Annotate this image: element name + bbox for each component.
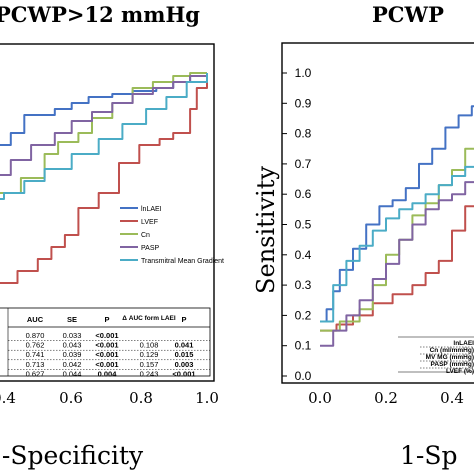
series-line-lvef	[0, 73, 208, 284]
right-x-tick: 0.2	[374, 389, 398, 407]
table-cell: 0.041	[175, 341, 194, 350]
table-cell: <0.001	[95, 331, 118, 340]
table-cell: 0.157	[140, 360, 159, 369]
left-series-group	[0, 72, 208, 284]
table-cell: <0.001	[172, 369, 195, 378]
right-y-tick-label: 0.9	[295, 96, 312, 110]
left-x-tick: 0.4	[0, 389, 16, 407]
table-header-p2: P	[181, 315, 186, 324]
right-y-axis-label: Sensitivity	[252, 166, 280, 294]
table-header-auc: AUC	[27, 315, 44, 324]
table-cell: <0.001	[95, 360, 118, 369]
right-series-group	[320, 105, 474, 347]
right-y-tick-label: 0.2	[295, 308, 312, 322]
right-y-tick-label: 0.3	[295, 278, 312, 292]
legend-label-cn: Cn	[141, 232, 150, 239]
right-table-bg	[398, 336, 474, 374]
series-line-cn	[0, 72, 207, 194]
right-y-tick-label: 0.8	[295, 127, 312, 141]
table-header-se: SE	[67, 315, 77, 324]
right-table-row-label: LVEF (%)	[446, 368, 474, 375]
table-cell: 0.741	[26, 350, 45, 359]
table-cell: 0.870	[26, 331, 45, 340]
right-x-axis-label: 1-Sp	[400, 441, 457, 470]
table-cell: 0.003	[175, 360, 194, 369]
table-cell: 0.108	[140, 341, 159, 350]
series-line-pasp	[320, 181, 474, 347]
left-x-tick: 0.6	[59, 389, 83, 407]
table-rows: 0.870 0.033 <0.001 0.762 0.043 <0.001 0.108 0.0…	[8, 331, 210, 378]
table-cell: 0.042	[63, 360, 82, 369]
table-cell: <0.001	[95, 341, 118, 350]
right-y-tick-label: 0.1	[295, 339, 312, 353]
table-cell: <0.001	[95, 350, 118, 359]
right-x-tick: 0.4	[440, 389, 464, 407]
table-cell: 0.243	[140, 369, 159, 378]
legend-label-lnlaei: lnLAEI	[141, 206, 162, 213]
right-y-tick-label: 0.4	[295, 248, 312, 262]
right-table-row-label: PASP (mmHg)	[431, 361, 474, 368]
right-y-tick-label: 1.0	[295, 66, 312, 80]
right-y-tick-label: 0.0	[295, 369, 312, 383]
right-table-row-label: MV MG (mmHg)	[426, 354, 474, 361]
left-legend: lnLAEI LVEF Cn PASP Transmitral Mean Gra…	[120, 206, 224, 265]
left-x-tick: 1.0	[195, 389, 219, 407]
legend-label-lvef: LVEF	[141, 219, 158, 226]
right-y-tick-label: 0.5	[295, 218, 312, 232]
table-header-delta-auc: Δ AUC form LAEI	[122, 315, 176, 322]
table-cell: 0.713	[26, 360, 45, 369]
legend-label-tmg: Transmitral Mean Gradient	[141, 258, 224, 265]
right-title: PCWP	[372, 2, 444, 27]
table-cell: 0.762	[26, 341, 45, 350]
right-y-ticks: 0.0 0.1 0.2 0.3 0.4 0.5 0.6 0.7 0.8 0.9 1.0	[282, 66, 312, 383]
series-line-lnlaei	[320, 105, 474, 323]
right-x-tick: 0.0	[308, 389, 332, 407]
table-cell: 0.044	[63, 369, 82, 378]
left-x-axis-label: 1-Specificity	[0, 441, 144, 470]
series-line-transmitral-mean-gradient	[0, 73, 208, 200]
series-line-lvef	[320, 205, 474, 332]
stats-table-frame	[0, 307, 211, 377]
right-table-row-label: lnLAEI	[453, 340, 474, 347]
right-table-row-label: Cn (ml/mmHg)	[430, 347, 474, 354]
right-y-tick-label: 0.6	[295, 187, 312, 201]
table-cell: 0.004	[98, 369, 118, 378]
right-y-tick-label: 0.7	[295, 157, 312, 171]
left-title: PCWP>12 mmHg	[0, 2, 200, 27]
table-cell: 0.043	[63, 341, 82, 350]
table-cell: 0.129	[140, 350, 159, 359]
left-panel: PCWP>12 mmHg lnLAEI LVEF Cn PASP Transmi…	[0, 2, 224, 470]
table-header-p: P	[104, 315, 109, 324]
table-cell: 0.015	[175, 350, 194, 359]
table-cell: 0.033	[63, 331, 82, 340]
series-line-pasp	[0, 73, 208, 176]
table-cell: 0.627	[26, 369, 45, 378]
left-x-tick: 0.8	[129, 389, 153, 407]
series-line-transmitral-mean-gradient	[320, 165, 474, 323]
table-cell: 0.039	[63, 350, 82, 359]
legend-label-pasp: PASP	[141, 245, 159, 252]
right-panel: PCWP 0.0 0.1 0.2 0.3 0.4 0.5 0.6 0.7 0.8 0.9 1.0 l…	[252, 2, 474, 470]
left-stats-table: AUC SE P Δ AUC form LAEI P 0.870 0.033 <0.…	[0, 307, 211, 378]
right-plot-frame	[281, 42, 474, 384]
